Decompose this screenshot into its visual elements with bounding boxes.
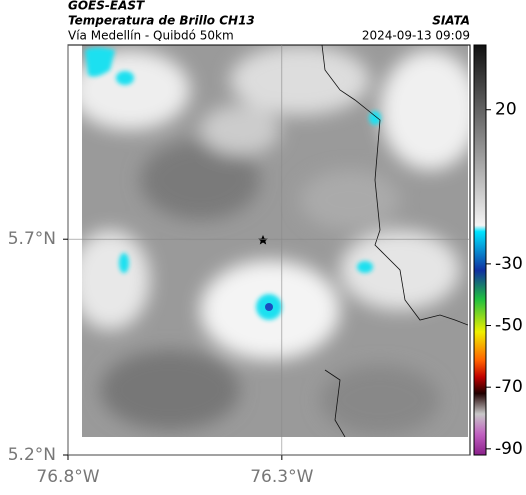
colorbar-tick-label: -90 — [495, 439, 523, 459]
timestamp: 2024-09-13 09:09 — [362, 29, 470, 43]
title: GOES-EAST — [68, 0, 145, 13]
colorbar — [473, 44, 487, 456]
route: Vía Medellín - Quibdó 50km — [68, 29, 234, 43]
location-marker — [258, 235, 268, 245]
colorbar-tick-label: 20 — [495, 100, 517, 120]
subtitle: Temperatura de Brillo CH13 — [68, 14, 255, 28]
x-tick-label: 76.8°W — [36, 467, 99, 487]
source: SIATA — [432, 14, 470, 28]
satellite-image — [82, 45, 468, 437]
x-tick-label: 76.3°W — [250, 467, 313, 487]
colorbar-tick-label: -70 — [495, 377, 523, 397]
y-tick-label: 5.2°N — [8, 445, 56, 465]
colorbar-tick-label: -50 — [495, 316, 523, 336]
colorbar-tick-label: -30 — [495, 254, 523, 274]
y-tick-label: 5.7°N — [8, 229, 56, 249]
